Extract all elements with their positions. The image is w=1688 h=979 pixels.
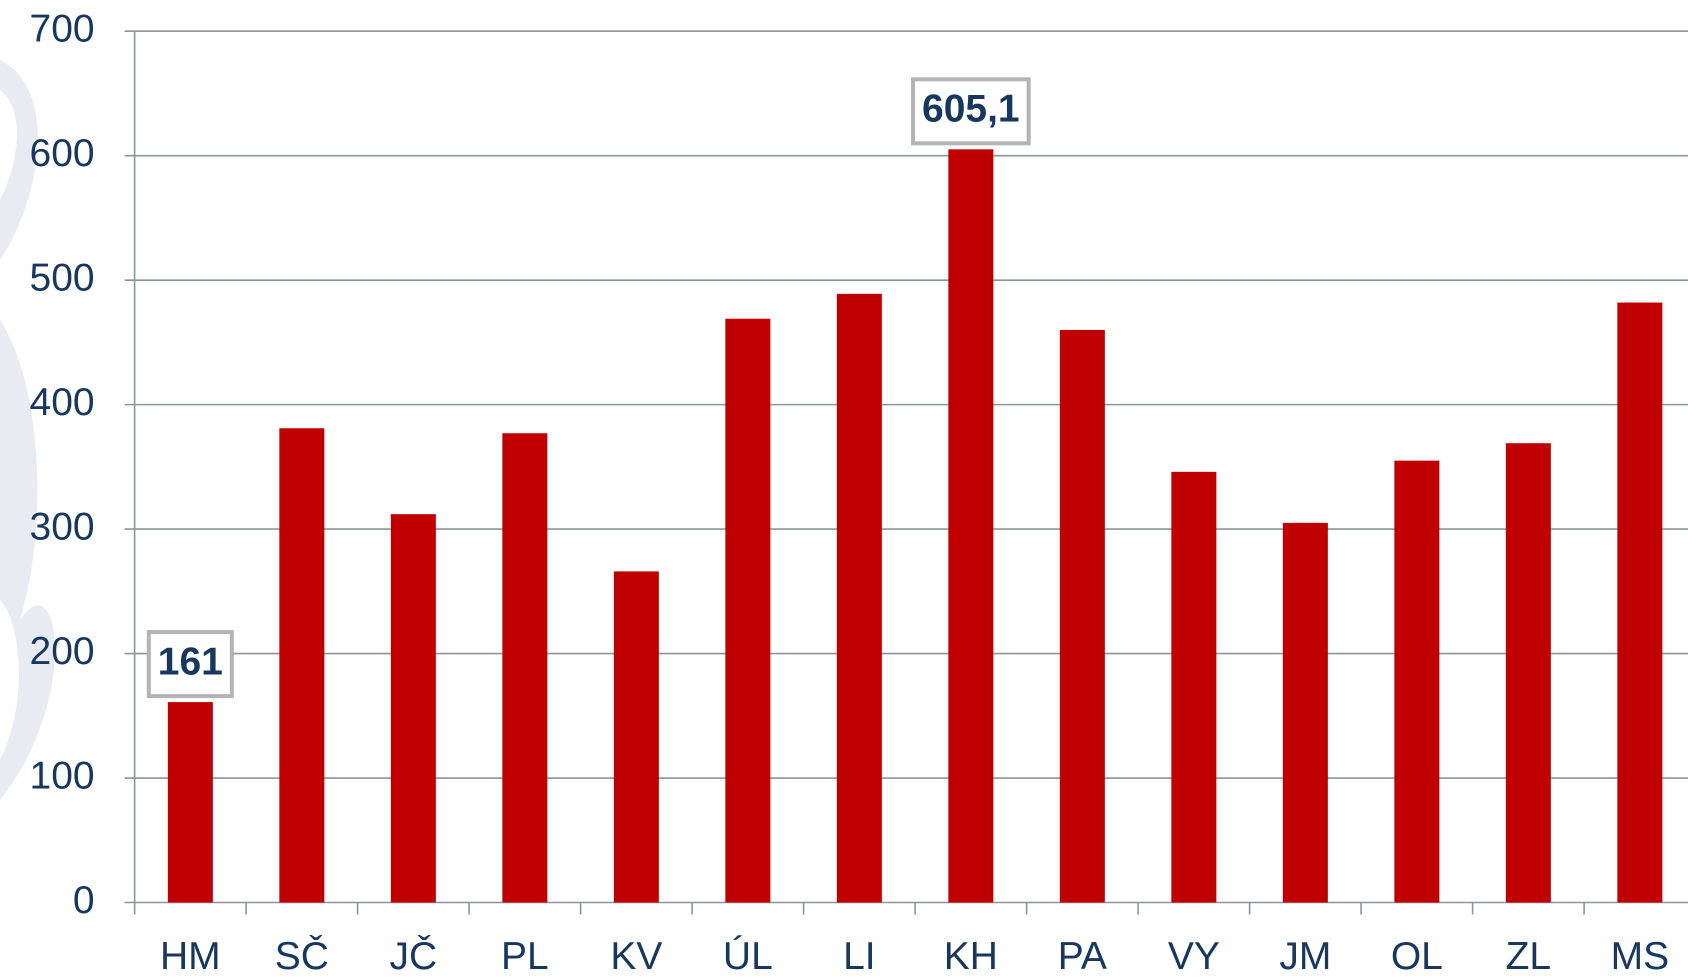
bar [1282,522,1328,903]
bar [1394,460,1440,903]
y-tick-label: 600 [30,132,95,175]
bar [1059,329,1105,903]
bar [279,428,325,903]
x-tick-label: JČ [390,934,438,978]
x-tick-label: PL [501,935,549,978]
x-tick-label: PA [1058,935,1107,978]
x-tick-label: HM [160,935,221,978]
x-tick-label: OL [1391,935,1443,978]
value-label-box [911,77,1031,146]
bar [167,702,213,903]
x-tick-label: ZL [1506,935,1552,978]
bar [390,514,436,903]
y-tick-label: 200 [30,630,95,673]
value-label-box [146,630,234,699]
bar [836,293,882,903]
background-swoosh [0,60,55,800]
bar [1617,302,1663,903]
x-tick-label: LI [843,935,876,978]
y-tick-label: 100 [30,754,95,797]
bar [948,149,994,903]
x-tick-label: MS [1611,935,1670,978]
y-tick-label: 400 [30,381,95,424]
bar [613,571,659,903]
value-label: 605,1 [922,88,1020,131]
bar [1505,443,1551,903]
value-label: 161 [158,640,223,683]
x-tick-label: KV [610,935,662,978]
y-tick-label: 0 [73,879,95,922]
y-tick-label: 500 [30,256,95,299]
y-tick-label: 300 [30,505,95,548]
x-tick-label: KH [944,935,998,978]
bar [725,318,771,903]
bar [502,433,548,903]
bar [1171,471,1217,903]
x-tick-label: VY [1168,935,1220,978]
x-tick-label: SČ [275,934,329,978]
y-tick-label: 700 [30,7,95,50]
x-tick-label: ÚL [723,935,773,978]
x-tick-label: JM [1279,935,1331,978]
